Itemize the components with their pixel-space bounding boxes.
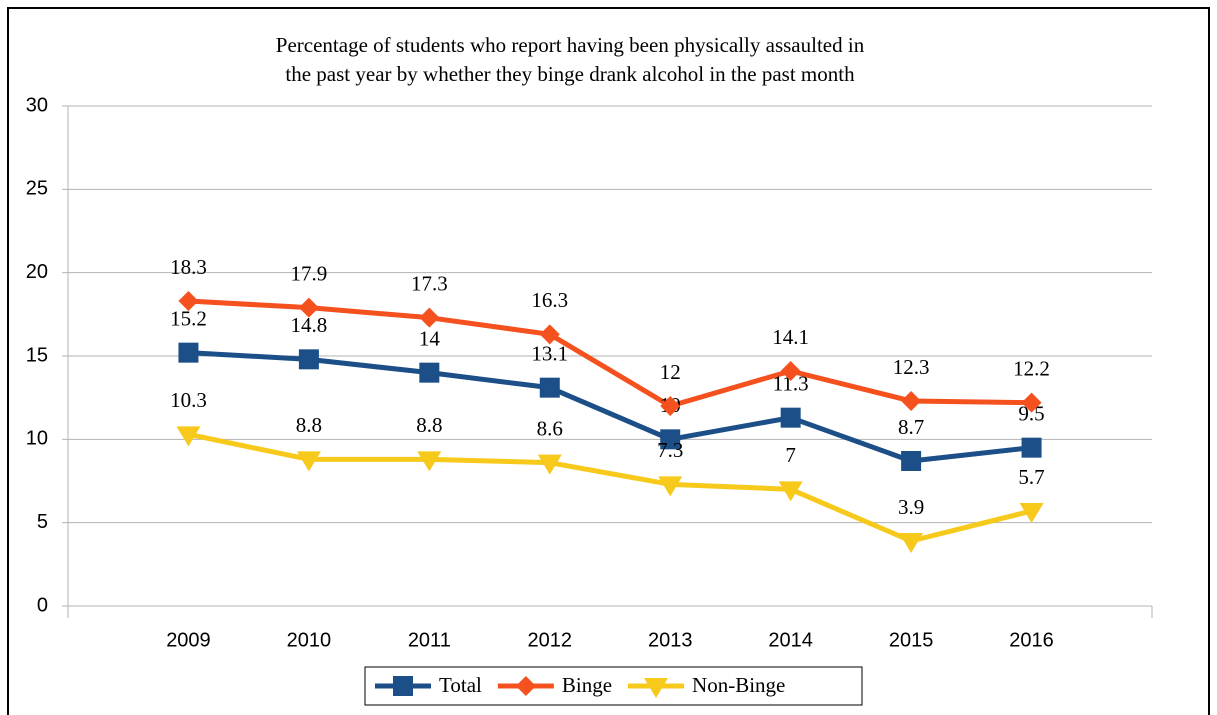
marker xyxy=(178,342,199,363)
x-tick-label: 2016 xyxy=(1009,629,1054,651)
x-tick-label: 2012 xyxy=(528,629,573,651)
marker xyxy=(393,676,413,696)
legend-label: Total xyxy=(439,673,482,697)
data-label: 12.3 xyxy=(893,355,930,379)
x-tick-label: 2011 xyxy=(408,629,451,651)
y-tick-label: 5 xyxy=(37,511,48,533)
data-label: 7 xyxy=(785,443,796,467)
data-label: 7.3 xyxy=(657,438,683,462)
marker xyxy=(296,451,321,472)
marker xyxy=(298,349,319,370)
data-label: 12.2 xyxy=(1013,356,1050,380)
marker xyxy=(539,324,560,345)
data-label: 14.1 xyxy=(772,325,809,349)
legend-box xyxy=(364,666,863,706)
marker xyxy=(539,377,560,398)
x-tick-label: 2015 xyxy=(889,629,934,651)
marker xyxy=(660,429,681,450)
marker xyxy=(298,297,319,318)
x-tick-label: 2009 xyxy=(166,629,211,651)
data-label: 17.3 xyxy=(411,271,448,295)
series-line xyxy=(187,431,1033,544)
legend-label: Binge xyxy=(562,673,612,697)
marker xyxy=(537,454,562,475)
y-tick-label: 25 xyxy=(26,178,48,200)
chart-border xyxy=(7,7,1210,715)
y-tick-label: 15 xyxy=(26,344,48,366)
y-tick-label: 30 xyxy=(26,94,48,116)
x-tick-label: 2013 xyxy=(648,629,693,651)
marker xyxy=(780,361,801,381)
series-line xyxy=(188,298,1032,409)
marker xyxy=(176,426,201,447)
series-line xyxy=(188,350,1032,464)
marker xyxy=(417,451,442,472)
marker xyxy=(419,307,440,328)
chart-title: Percentage of students who report having… xyxy=(276,33,865,86)
marker xyxy=(515,676,536,696)
data-label: 16.3 xyxy=(531,288,568,312)
marker xyxy=(658,476,683,497)
marker xyxy=(778,481,803,502)
data-label: 12 xyxy=(660,360,681,384)
marker xyxy=(901,391,922,411)
data-label: 14 xyxy=(419,326,441,350)
y-tick-label: 10 xyxy=(26,428,48,450)
data-label: 5.7 xyxy=(1018,465,1044,489)
legend-label: Non-Binge xyxy=(692,673,785,697)
marker xyxy=(660,396,681,416)
y-tick-label: 0 xyxy=(37,594,48,616)
marker xyxy=(1019,503,1044,523)
y-tick-label: 20 xyxy=(26,261,48,283)
marker xyxy=(901,451,922,471)
marker xyxy=(178,291,199,311)
marker xyxy=(899,533,924,553)
data-label: 8.8 xyxy=(296,413,322,437)
data-label: 18.3 xyxy=(170,255,207,279)
data-label: 17.9 xyxy=(291,261,328,285)
marker xyxy=(644,678,669,698)
marker xyxy=(780,407,801,428)
marker xyxy=(419,362,440,383)
data-label: 8.8 xyxy=(416,413,442,437)
legend: Total Binge Non-Binge xyxy=(364,666,863,706)
data-label: 8.6 xyxy=(537,416,563,440)
x-tick-label: 2010 xyxy=(287,629,332,651)
marker xyxy=(1021,392,1042,413)
data-label: 10.3 xyxy=(170,388,207,412)
data-label: 3.9 xyxy=(898,495,924,519)
marker xyxy=(1021,437,1042,458)
data-label: 8.7 xyxy=(898,415,924,439)
x-tick-label: 2014 xyxy=(768,629,813,651)
data-label: 13.1 xyxy=(531,341,568,365)
